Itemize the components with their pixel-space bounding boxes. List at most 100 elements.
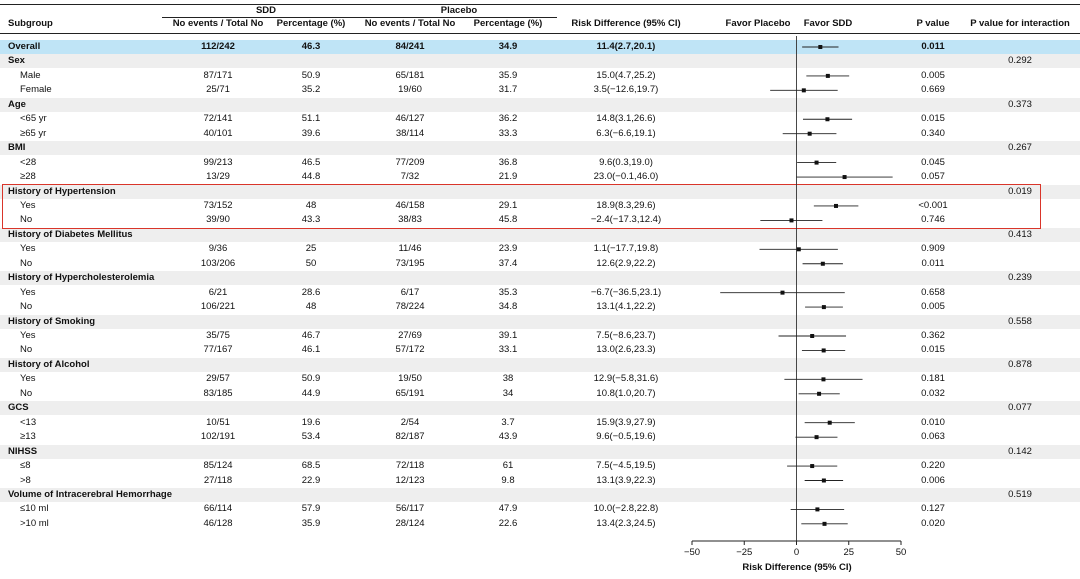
group-band	[0, 444, 1080, 459]
group-label: GCS	[8, 402, 29, 414]
point-estimate	[807, 131, 812, 136]
placebo-pct-cell: 45.8	[498, 214, 518, 226]
p-value-cell: 0.669	[921, 84, 945, 96]
subgroup-label: Male	[20, 69, 41, 81]
sdd-pct-cell: 44.9	[301, 387, 321, 399]
subgroup-label: ≥65 yr	[20, 127, 47, 139]
header-sdd-events: No events / Total No	[172, 18, 264, 29]
placebo-events-cell: 11/46	[398, 243, 422, 255]
sdd-events-cell: 29/57	[206, 373, 230, 385]
subgroup-label: Yes	[20, 330, 36, 341]
p-value-cell: <0.001	[918, 199, 948, 211]
p-value-cell: 0.011	[921, 257, 945, 269]
p-interaction-cell: 0.519	[1008, 488, 1032, 500]
placebo-events-cell: 38/83	[398, 214, 422, 226]
point-estimate	[825, 73, 830, 78]
sdd-events-cell: 9/36	[208, 243, 228, 255]
header-pl-events: No events / Total No	[364, 18, 456, 29]
risk-difference-cell: 10.0(−2.8,22.8)	[593, 503, 659, 515]
placebo-events-cell: 82/187	[395, 431, 425, 443]
placebo-events-cell: 46/158	[395, 199, 425, 211]
p-value-cell: 0.020	[921, 517, 945, 529]
sdd-pct-cell: 53.4	[301, 431, 321, 443]
placebo-pct-cell: 31.7	[498, 84, 518, 96]
risk-difference-cell: 13.1(4.1,22.2)	[596, 301, 656, 313]
risk-difference-cell: 12.9(−5.8,31.6)	[593, 373, 659, 385]
p-interaction-cell: 0.878	[1008, 358, 1032, 370]
point-estimate	[821, 305, 826, 310]
header-sdd-pct: Percentage (%)	[276, 18, 346, 29]
placebo-underline	[362, 17, 557, 18]
p-value-cell: 0.746	[921, 214, 945, 226]
sdd-events-cell: 112/242	[201, 41, 235, 52]
placebo-pct-cell: 21.9	[498, 171, 518, 183]
placebo-events-cell: 78/224	[395, 301, 425, 313]
subgroup-label: No	[20, 344, 33, 356]
group-label: History of Hypertension	[8, 185, 116, 197]
p-value-cell: 0.057	[921, 171, 945, 183]
sdd-events-cell: 27/118	[203, 474, 233, 486]
p-value-cell: 0.010	[921, 416, 945, 428]
risk-difference-cell: 1.1(−17.7,19.8)	[593, 243, 659, 255]
point-estimate	[821, 348, 826, 353]
x-axis-label: Risk Difference (95% CI)	[742, 562, 852, 573]
point-estimate	[801, 88, 806, 93]
placebo-pct-cell: 61	[502, 460, 514, 472]
subgroup-label: ≥13	[20, 431, 36, 443]
group-band	[0, 227, 1080, 242]
point-estimate	[817, 391, 822, 396]
header-favor-placebo: Favor Placebo	[725, 18, 791, 29]
placebo-pct-cell: 22.6	[498, 517, 518, 529]
subgroup-label: No	[20, 301, 33, 313]
group-band	[0, 401, 1080, 416]
highlight-box	[2, 183, 1041, 229]
risk-difference-cell: −6.7(−36.5,23.1)	[590, 286, 662, 298]
placebo-pct-cell: 3.7	[501, 416, 515, 428]
header-subgroup: Subgroup	[8, 18, 53, 29]
placebo-events-cell: 46/127	[395, 113, 425, 125]
p-value-cell: 0.015	[921, 344, 945, 356]
risk-difference-cell: 15.9(3.9,27.9)	[596, 416, 656, 428]
sdd-events-cell: 72/141	[203, 113, 233, 125]
overall-band	[0, 40, 1080, 54]
placebo-events-cell: 7/32	[400, 171, 420, 183]
sdd-events-cell: 25/71	[206, 84, 230, 96]
sdd-events-cell: 73/152	[203, 199, 233, 211]
placebo-pct-cell: 33.3	[498, 127, 518, 139]
sdd-events-cell: 39/90	[206, 214, 230, 226]
sdd-events-cell: 83/185	[203, 387, 233, 399]
sdd-events-cell: 6/21	[208, 286, 228, 298]
group-band	[0, 357, 1080, 372]
placebo-events-cell: 84/241	[395, 41, 425, 52]
risk-difference-cell: 18.9(8.3,29.6)	[596, 199, 656, 211]
sdd-events-cell: 106/221	[200, 301, 236, 313]
sdd-events-cell: 40/101	[203, 127, 233, 139]
header-pl-pct: Percentage (%)	[473, 18, 543, 29]
p-interaction-cell: 0.142	[1008, 445, 1032, 457]
placebo-events-cell: 57/172	[395, 344, 425, 356]
sdd-pct-cell: 68.5	[301, 460, 321, 472]
p-interaction-cell: 0.019	[1008, 185, 1032, 197]
placebo-pct-cell: 37.4	[498, 257, 518, 269]
group-band	[0, 184, 1080, 199]
placebo-pct-cell: 34	[502, 387, 514, 399]
sdd-events-cell: 85/124	[203, 460, 233, 472]
placebo-pct-cell: 9.8	[501, 474, 515, 486]
placebo-events-cell: 28/124	[395, 517, 425, 529]
placebo-events-cell: 19/60	[398, 84, 422, 96]
subgroup-label: ≤8	[20, 460, 31, 472]
group-label: Age	[8, 98, 26, 110]
placebo-pct-cell: 34.8	[498, 301, 518, 313]
risk-difference-cell: 9.6(0.3,19.0)	[599, 156, 653, 168]
sdd-pct-cell: 51.1	[301, 113, 321, 125]
sdd-pct-cell: 50	[305, 257, 317, 269]
sdd-pct-cell: 43.3	[301, 214, 321, 226]
point-estimate	[821, 478, 826, 483]
x-tick-label: 0	[794, 547, 799, 558]
sdd-events-cell: 99/213	[203, 156, 233, 168]
placebo-pct-cell: 33.1	[498, 344, 518, 356]
subgroup-label: Yes	[20, 286, 36, 298]
p-interaction-cell: 0.558	[1008, 315, 1032, 327]
